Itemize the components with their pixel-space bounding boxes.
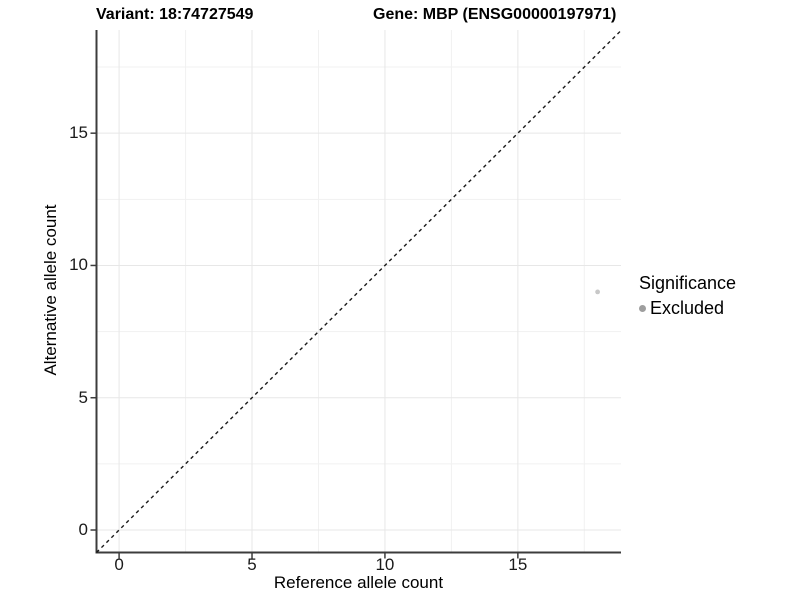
y-tick-label: 0 bbox=[78, 520, 88, 539]
x-axis-label: Reference allele count bbox=[273, 573, 444, 592]
legend-key-dot-icon bbox=[639, 304, 646, 312]
y-tick-label: 15 bbox=[69, 123, 88, 143]
x-tick-label: 0 bbox=[114, 555, 124, 574]
data-point bbox=[595, 289, 601, 295]
plot-title-gene: Gene: MBP (ENSG00000197971) bbox=[373, 6, 617, 23]
legend-title: Significance bbox=[639, 273, 737, 293]
plot-title-variant: Variant: 18:74727549 bbox=[96, 6, 254, 23]
x-tick-label: 10 bbox=[375, 555, 395, 574]
legend-item-label: Excluded bbox=[650, 298, 725, 318]
y-tick-label: 10 bbox=[69, 255, 88, 275]
x-tick-label: 5 bbox=[247, 555, 257, 574]
x-tick-label: 15 bbox=[508, 555, 528, 574]
y-tick-label: 5 bbox=[78, 387, 88, 407]
legend: Significance Excluded bbox=[639, 273, 736, 318]
legend-item-excluded: Excluded bbox=[639, 298, 736, 318]
identity-dashed-line bbox=[96, 30, 622, 553]
y-axis-label: Alternative allele count bbox=[41, 204, 60, 376]
